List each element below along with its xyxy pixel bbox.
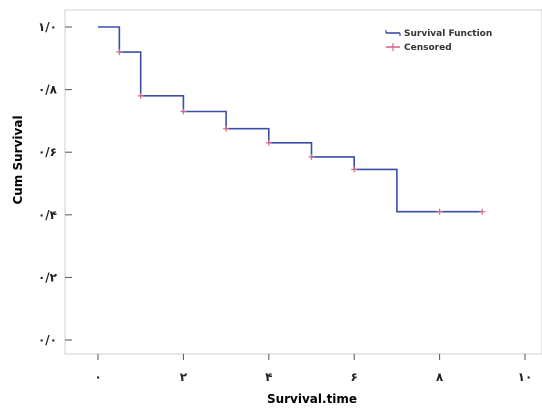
x-tick-label: ٠ — [94, 370, 101, 384]
censored-marker — [180, 108, 187, 115]
y-axis: ٠/٠ ٠/٢ ٠/۴ ٠/۶ ٠/٨ ١/٠ — [38, 20, 72, 347]
censored-marker — [308, 153, 315, 160]
y-tick-label: ٠/۴ — [38, 208, 57, 222]
y-tick-label: ٠/٢ — [38, 270, 58, 284]
y-tick-label: ١/٠ — [38, 20, 57, 34]
y-tick-label: ٠/٨ — [38, 83, 58, 97]
y-axis-title: Cum Survival — [11, 115, 25, 204]
x-tick-label: ۴ — [265, 370, 272, 384]
x-axis-title: Survival.time — [267, 392, 357, 406]
y-tick-label: ٠/۶ — [38, 145, 57, 159]
censored-marker — [436, 208, 443, 215]
legend-item: Survival Function — [385, 29, 492, 39]
legend-item: Censored — [386, 43, 452, 53]
y-tick-label: ٠/٠ — [38, 333, 57, 347]
legend: Survival Function Censored — [385, 29, 492, 53]
censored-marker — [479, 208, 486, 215]
censored-marker — [137, 92, 144, 99]
legend-label: Censored — [404, 43, 452, 53]
survival-function-line — [98, 26, 483, 213]
x-tick-label: ١٠ — [518, 370, 533, 384]
censored-marker — [351, 166, 358, 173]
censored-marker — [223, 125, 230, 132]
x-tick-label: ٨ — [436, 370, 444, 384]
series-layer — [98, 26, 486, 215]
x-axis: ٠ ٢ ۴ ۶ ٨ ١٠ — [94, 354, 532, 384]
plot-area — [64, 9, 542, 355]
x-tick-label: ۶ — [351, 370, 358, 384]
censored-marker — [265, 139, 272, 146]
censored-marker — [116, 49, 123, 56]
x-tick-label: ٢ — [180, 370, 188, 384]
legend-label: Survival Function — [404, 29, 492, 39]
